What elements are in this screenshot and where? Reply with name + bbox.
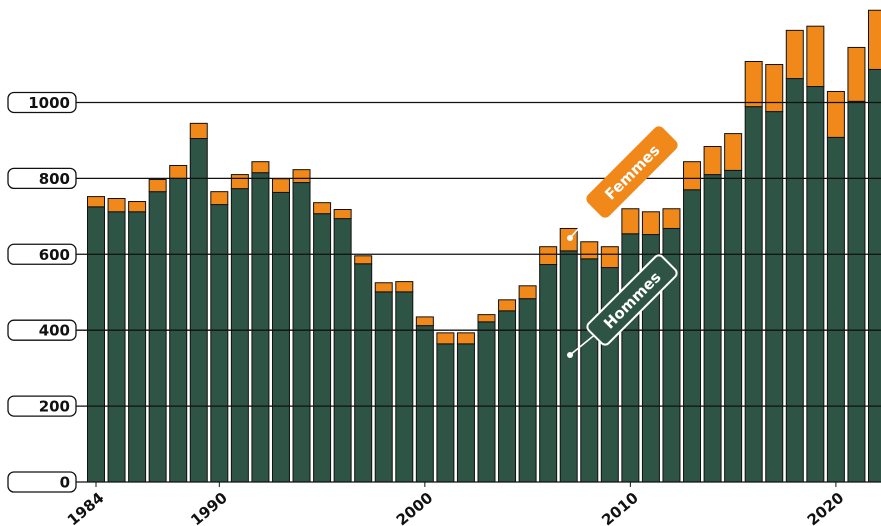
bar-segment [415,325,434,483]
bar-segment [765,111,784,483]
y-tick-label: 800 [39,170,70,188]
y-tick-label: 600 [39,246,70,264]
bar-segment [580,258,599,483]
y-tick-label: 0 [60,474,70,492]
bar-segment [621,208,640,235]
y-tick-label: 400 [39,322,70,340]
bar-segment [395,291,414,483]
bar-segment [477,321,496,483]
bar-segment [518,285,537,300]
bar-segment [415,316,434,327]
bar-segment [271,191,290,483]
bar-segment [87,196,105,208]
y-tick-box [7,167,77,190]
bar-segment [580,241,599,260]
bar-segment [354,255,373,265]
callout-dot [567,352,573,358]
bar-segment [456,343,475,483]
bar-segment [436,343,455,483]
legend-item: Femmes [586,126,678,218]
bar-segment [744,106,763,483]
bar-segment [169,164,188,179]
bar-segment [868,68,881,483]
legend-box [586,126,678,218]
y-tick-box [7,319,77,341]
bar-segment [621,233,640,483]
bar-segment [374,291,393,483]
bar-segment [641,211,660,236]
bar-segment [210,204,229,483]
bar-segment [230,188,249,483]
x-tick-label: 2020 [804,489,848,526]
bar-segment [251,172,270,483]
bar-segment [847,100,866,483]
bar-segment [354,263,373,483]
bar-segment [128,211,147,483]
bar-segment [148,179,167,193]
bar-segment [148,191,167,483]
bar-segment [107,211,126,483]
bar-segment [806,25,825,88]
legend-box [586,254,678,346]
bar-segment [559,250,578,483]
bar-segment [333,218,352,483]
bar-segment [539,246,558,266]
bar-segment [477,314,496,323]
x-tick-label: 2010 [598,489,642,526]
bar-segment [230,174,249,190]
bar-segment [662,208,681,229]
bar-segment [518,298,537,483]
bar-segment [374,282,393,293]
x-tick-label: 1984 [64,489,108,526]
bar-segment [847,46,866,102]
bar-segment [87,206,105,483]
bar-segment [785,29,804,80]
x-tick-label: 1990 [187,489,231,526]
bar-segment [498,299,517,312]
bar-segment [128,201,147,213]
bar-segment [683,189,702,483]
bar-segment [600,246,619,269]
y-tick-label: 200 [39,398,70,416]
bar-segment [703,174,722,483]
bar-segment [107,197,126,213]
bar-segment [806,86,825,483]
bar-segment [683,161,702,191]
y-tick-box [7,91,77,114]
bar-segment [724,133,743,171]
bar-segment [868,9,881,70]
bar-segment [765,64,784,113]
y-tick-box [7,471,77,493]
bar-segment [333,208,352,220]
bar-segment [724,169,743,483]
y-tick-label: 1000 [28,94,70,112]
bar-segment [189,122,208,140]
bar-segment [251,161,270,174]
bar-segment [498,310,517,483]
bar-segment [271,178,290,193]
bar-segment [539,264,558,483]
bar-segment [744,60,763,108]
bar-segment [456,332,475,345]
bar-segment [785,78,804,483]
bar-segment [313,202,332,215]
y-tick-box [7,395,77,417]
bar-segment [436,332,455,345]
bar-segment [703,145,722,176]
bar-segment [826,136,845,483]
x-tick-label: 2000 [393,489,437,526]
bar-segment [292,182,311,483]
y-tick-box [7,243,77,265]
bar-segment [189,138,208,483]
bar-segment [210,191,229,206]
bar-segment [292,169,311,184]
bar-segment [826,90,845,138]
bar-segment [395,281,414,293]
callout-dot [567,235,573,241]
